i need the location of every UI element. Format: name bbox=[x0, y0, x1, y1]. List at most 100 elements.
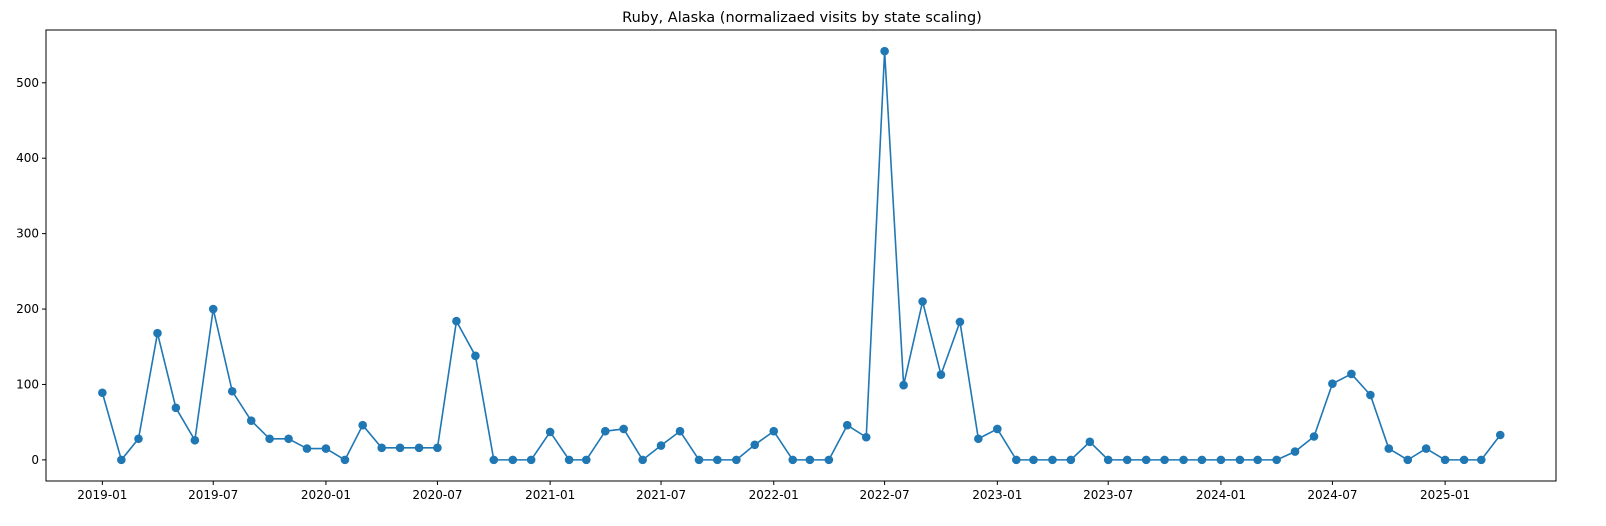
data-point bbox=[564, 455, 574, 465]
data-point bbox=[171, 403, 181, 413]
x-tick-label: 2020-01 bbox=[301, 488, 351, 502]
data-point bbox=[993, 424, 1002, 434]
data-point bbox=[98, 388, 107, 398]
data-point bbox=[656, 441, 666, 450]
data-point bbox=[1103, 455, 1113, 465]
plot-frame bbox=[45, 29, 1557, 482]
data-point bbox=[581, 455, 591, 465]
data-point bbox=[302, 444, 312, 453]
data-point bbox=[675, 426, 685, 436]
data-point bbox=[1272, 455, 1281, 465]
data-point bbox=[1290, 447, 1300, 456]
data-point bbox=[395, 443, 405, 453]
data-point bbox=[694, 455, 704, 465]
data-point bbox=[713, 455, 722, 465]
data-point bbox=[1122, 455, 1132, 465]
y-tick-label: 100 bbox=[16, 377, 39, 391]
data-point bbox=[1160, 455, 1169, 465]
data-point bbox=[321, 444, 331, 453]
data-point bbox=[1459, 455, 1469, 465]
data-point bbox=[861, 432, 871, 442]
data-point bbox=[208, 304, 218, 314]
data-point bbox=[471, 351, 480, 361]
data-point bbox=[1141, 455, 1151, 465]
x-tick-label: 2023-01 bbox=[972, 488, 1022, 502]
x-tick-label: 2021-01 bbox=[525, 488, 575, 502]
data-point bbox=[284, 434, 293, 444]
data-point bbox=[732, 455, 741, 465]
data-point bbox=[545, 427, 555, 437]
data-point bbox=[918, 297, 927, 306]
data-point bbox=[1476, 455, 1486, 465]
y-tick-label: 0 bbox=[31, 453, 39, 467]
data-point bbox=[1179, 455, 1188, 465]
data-point bbox=[1048, 455, 1057, 465]
x-tick-label: 2024-07 bbox=[1307, 488, 1357, 502]
data-point bbox=[1403, 455, 1413, 465]
data-point bbox=[190, 435, 200, 445]
data-point bbox=[1421, 444, 1431, 453]
data-point bbox=[227, 386, 237, 396]
data-point bbox=[1440, 455, 1450, 465]
series-line bbox=[101, 50, 1501, 461]
data-point bbox=[452, 316, 461, 326]
y-tick-label: 200 bbox=[16, 302, 39, 316]
plot-area bbox=[46, 30, 1556, 481]
data-point bbox=[750, 440, 760, 450]
data-point bbox=[265, 434, 274, 444]
data-point bbox=[638, 455, 647, 465]
data-point bbox=[1384, 444, 1394, 453]
data-point bbox=[936, 370, 946, 379]
y-tick-label: 400 bbox=[16, 151, 39, 165]
data-point bbox=[955, 317, 965, 327]
data-point bbox=[1197, 455, 1207, 465]
x-tick-label: 2019-07 bbox=[188, 488, 238, 502]
data-point bbox=[358, 420, 368, 430]
y-tick-label: 500 bbox=[16, 76, 39, 90]
data-point bbox=[1029, 455, 1038, 465]
data-point bbox=[619, 424, 628, 434]
data-point bbox=[246, 416, 256, 425]
data-point bbox=[377, 443, 386, 453]
data-point bbox=[1347, 369, 1356, 379]
data-point bbox=[1235, 455, 1245, 465]
data-point bbox=[1495, 430, 1505, 440]
data-point bbox=[974, 434, 983, 444]
x-tick-label: 2022-01 bbox=[749, 488, 799, 502]
x-tick-label: 2025-01 bbox=[1420, 488, 1470, 502]
data-point bbox=[153, 328, 162, 338]
data-point bbox=[1216, 455, 1226, 465]
data-point bbox=[1066, 455, 1076, 465]
y-tick-label: 300 bbox=[16, 227, 39, 241]
x-tick-label: 2019-01 bbox=[77, 488, 127, 502]
axes-layer: 2019-01 2019-07 2020-01 2020-07 2021-01 2021-… bbox=[16, 76, 1470, 502]
data-point bbox=[508, 455, 518, 465]
x-tick-label: 2022-07 bbox=[860, 488, 910, 502]
data-point bbox=[1366, 390, 1375, 400]
data-point bbox=[1012, 455, 1021, 465]
x-tick-label: 2021-07 bbox=[636, 488, 686, 502]
data-point bbox=[805, 455, 815, 465]
series-layer bbox=[98, 46, 1505, 465]
data-point bbox=[414, 443, 424, 453]
data-point bbox=[1253, 455, 1262, 465]
chart-title: Ruby, Alaska (normalizaed visits by stat… bbox=[622, 10, 982, 26]
data-point bbox=[600, 426, 610, 436]
data-point bbox=[824, 455, 834, 465]
data-point bbox=[1309, 432, 1319, 441]
data-point bbox=[769, 426, 779, 436]
x-tick-label: 2024-01 bbox=[1196, 488, 1246, 502]
x-tick-label: 2023-07 bbox=[1083, 488, 1133, 502]
data-point bbox=[526, 455, 536, 465]
data-point bbox=[340, 455, 350, 465]
data-point bbox=[433, 443, 442, 453]
data-point bbox=[489, 455, 499, 465]
data-point bbox=[117, 455, 126, 465]
data-point bbox=[788, 455, 798, 465]
data-point bbox=[1085, 437, 1095, 447]
data-point bbox=[842, 420, 852, 430]
data-point bbox=[899, 380, 908, 390]
data-point bbox=[134, 434, 143, 444]
data-point bbox=[1328, 379, 1337, 389]
